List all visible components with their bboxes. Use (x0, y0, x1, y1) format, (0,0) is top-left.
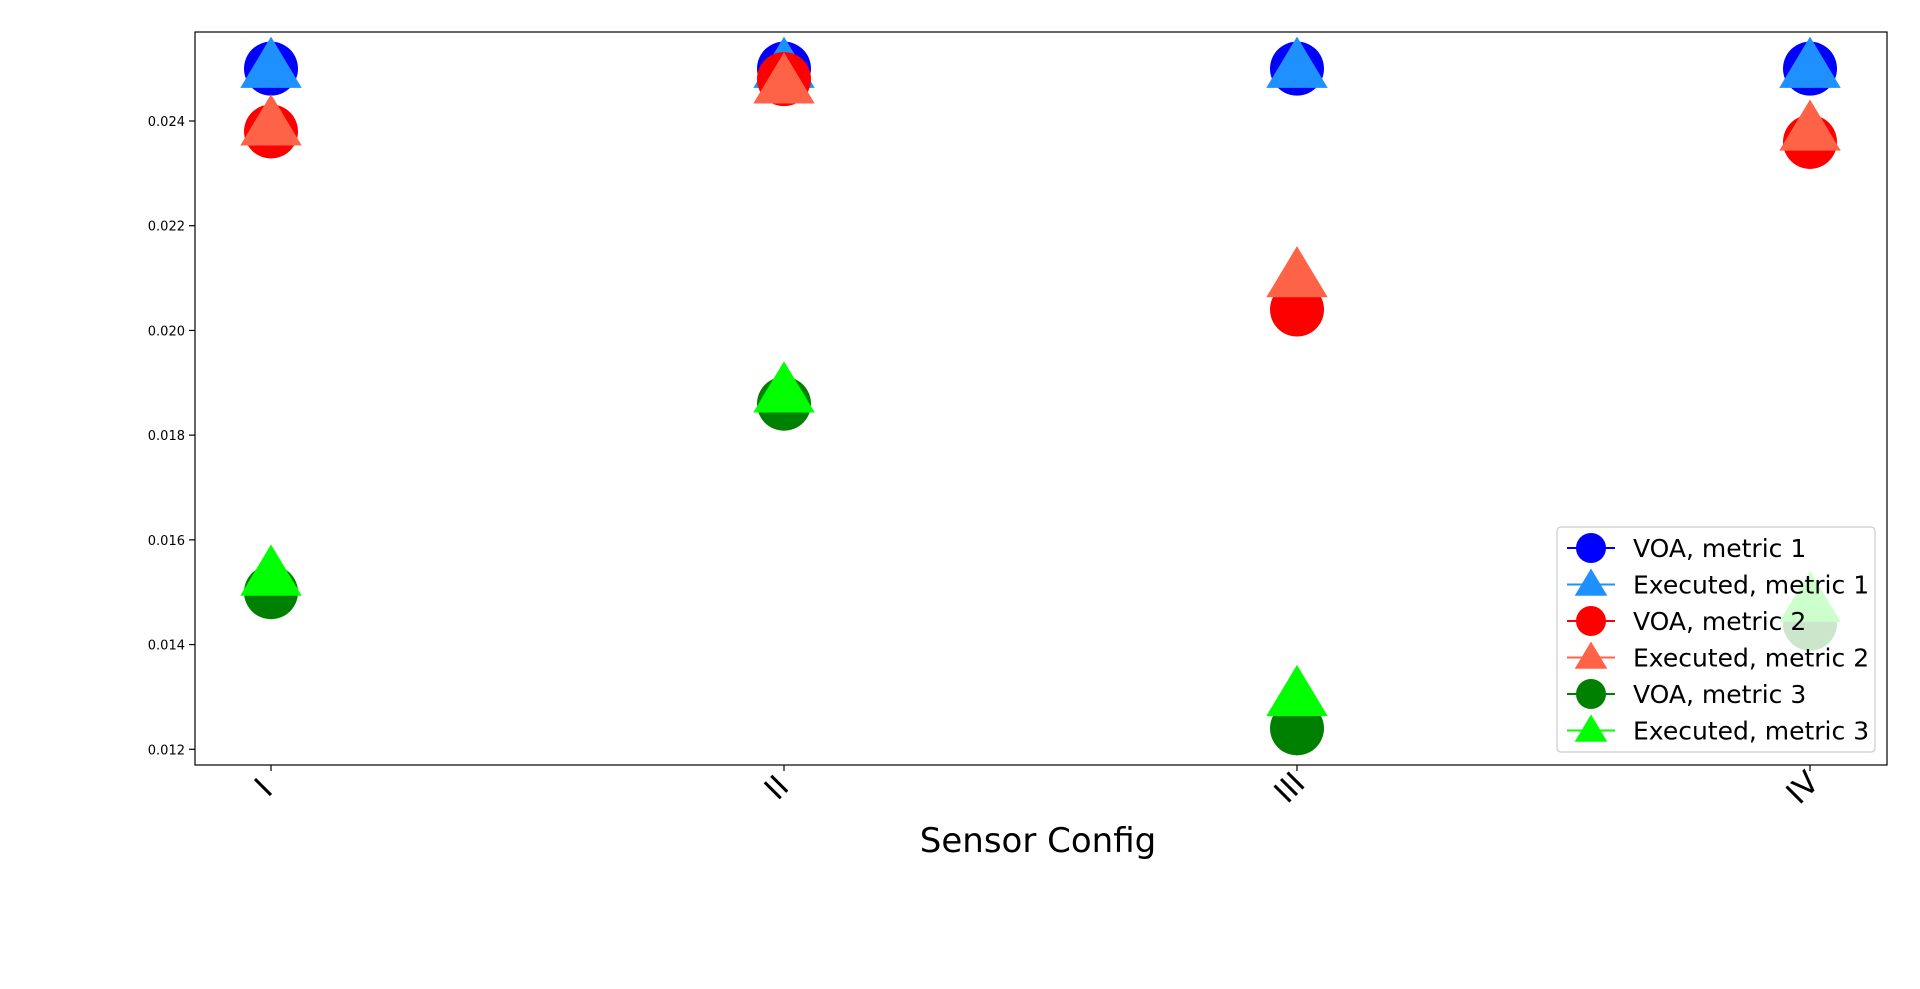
x-tick-label: III (1268, 766, 1313, 811)
legend-label: VOA, metric 2 (1633, 607, 1806, 636)
legend-marker (1574, 568, 1608, 596)
x-axis-title: Sensor Config (920, 821, 1156, 861)
point-series-4-IV (1779, 99, 1841, 151)
x-tick-label: II (758, 769, 796, 807)
y-axis: 0.012 0.014 0.016 0.018 0.020 0.022 0.024 (148, 115, 195, 758)
point-series-2-III (1266, 36, 1328, 88)
legend: VOA, metric 1 Executed, metric 1 VOA, metr… (1556, 526, 1876, 753)
legend-label: Executed, metric 2 (1633, 644, 1869, 673)
legend-label: Executed, metric 1 (1633, 571, 1869, 600)
point-series-4-I (240, 94, 302, 146)
legend-marker (1576, 606, 1606, 636)
y-tick-label: 0.020 (148, 324, 185, 339)
point-series-6-III (1266, 664, 1328, 717)
plot-area-frame (194, 31, 1888, 766)
legend-box (1556, 526, 1876, 753)
marks-layer (240, 36, 1841, 756)
point-series-2-IV (1779, 36, 1841, 88)
y-tick-label: 0.024 (148, 115, 185, 130)
y-tick-label: 0.014 (148, 639, 185, 654)
y-tick-label: 0.016 (148, 534, 185, 549)
legend-label: Executed, metric 3 (1633, 717, 1869, 746)
point-series-4-II (753, 52, 815, 104)
y-tick-label: 0.022 (148, 220, 185, 235)
point-series-2-I (240, 36, 302, 88)
x-tick-label: IV (1779, 764, 1826, 811)
y-tick-label: 0.012 (148, 743, 185, 758)
legend-label: VOA, metric 1 (1633, 534, 1806, 563)
point-series-6-I (240, 544, 302, 596)
x-tick-label: I (248, 772, 280, 804)
x-axis: I II III IV (248, 764, 1826, 811)
legend-marker (1574, 641, 1608, 669)
point-series-4-III (1266, 246, 1328, 298)
legend-marker (1574, 714, 1608, 742)
point-series-6-II (753, 361, 815, 413)
legend-marker (1576, 679, 1606, 709)
y-tick-label: 0.018 (148, 429, 185, 444)
legend-marker (1576, 533, 1606, 563)
legend-label: VOA, metric 3 (1633, 680, 1806, 709)
